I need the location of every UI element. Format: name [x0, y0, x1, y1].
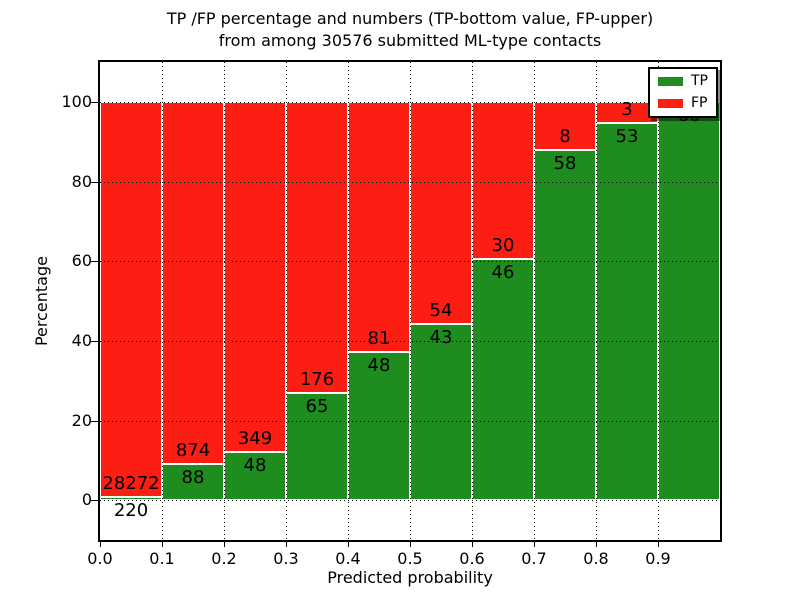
v-gridline — [472, 62, 473, 540]
x-tick — [348, 540, 349, 547]
bar-tp-segment — [162, 463, 224, 501]
x-tick — [596, 540, 597, 547]
x-tick-label: 0.0 — [87, 549, 113, 568]
x-tick-label: 0.5 — [397, 549, 423, 568]
x-tick-label: 0.6 — [459, 549, 485, 568]
x-tick — [162, 540, 163, 547]
fp-color-swatch — [658, 99, 683, 108]
tp-count-label: 65 — [305, 395, 329, 417]
y-tick-label: 40 — [71, 330, 92, 350]
x-tick — [224, 540, 225, 547]
y-axis-label: Percentage — [32, 256, 51, 347]
bar-fp-segment — [100, 101, 162, 498]
x-tick-label: 0.1 — [149, 549, 175, 568]
x-tick-label: 0.7 — [521, 549, 547, 568]
y-tick — [91, 261, 98, 263]
v-gridline — [224, 62, 225, 540]
x-tick — [410, 540, 411, 547]
y-tick — [91, 500, 98, 502]
v-gridline — [162, 62, 163, 540]
v-gridline — [348, 62, 349, 540]
legend-item-tp: TP — [658, 73, 708, 90]
bar-fp-segment — [410, 101, 472, 324]
bar-tp-segment — [534, 150, 596, 501]
fp-count-label: 3 — [621, 99, 633, 121]
y-tick-label: 20 — [71, 410, 92, 430]
x-tick-label: 0.2 — [211, 549, 237, 568]
v-gridline — [534, 62, 535, 540]
tp-count-label: 43 — [429, 326, 453, 348]
y-tick-label: 0 — [81, 490, 92, 510]
bar-tp-segment — [658, 101, 720, 501]
chart-title-line2: from among 30576 submitted ML-type conta… — [218, 31, 602, 51]
v-gridline — [286, 62, 287, 540]
fp-count-label: 81 — [367, 327, 391, 349]
bar-fp-segment — [224, 101, 286, 452]
y-tick-label: 100 — [61, 91, 92, 111]
tp-count-label: 48 — [243, 455, 267, 476]
x-tick — [100, 540, 101, 547]
y-tick-label: 80 — [71, 171, 92, 191]
tp-count-label: 58 — [553, 153, 577, 175]
tp-count-label: 88 — [181, 466, 205, 488]
chart-title: TP /FP percentage and numbers (TP-bottom… — [20, 8, 800, 53]
x-tick — [472, 540, 473, 547]
bar-fp-segment — [286, 101, 348, 393]
bar-fp-segment — [348, 101, 410, 352]
legend-item-fp: FP — [658, 95, 708, 112]
tp-count-label: 53 — [615, 126, 639, 148]
legend-label-fp: FP — [691, 95, 708, 111]
bar-tp-segment — [596, 123, 658, 501]
v-gridline — [410, 62, 411, 540]
x-tick — [286, 540, 287, 547]
y-tick — [91, 101, 98, 103]
v-gridline — [658, 62, 659, 540]
bar-tp-segment — [348, 351, 410, 501]
fp-count-label: 349 — [237, 428, 273, 449]
bar-tp-segment — [286, 392, 348, 501]
bar-tp-segment — [472, 259, 534, 501]
bar-tp-segment — [410, 323, 472, 501]
fp-count-label: 874 — [175, 439, 211, 461]
y-tick — [91, 340, 98, 342]
fp-count-label: 8 — [559, 126, 571, 148]
x-tick-label: 0.3 — [273, 549, 299, 568]
fp-count-label: 54 — [429, 299, 453, 321]
x-axis-label: Predicted probability — [327, 568, 493, 587]
fp-count-label: 176 — [299, 368, 335, 390]
legend-label-tp: TP — [691, 73, 708, 89]
tp-count-label: 220 — [113, 500, 149, 522]
bar-tp-segment — [100, 497, 162, 501]
fp-count-label: 28272 — [102, 473, 160, 495]
x-tick-label: 0.9 — [645, 549, 671, 568]
plot-area: Percentage Predicted probability TP FP 2… — [32, 60, 722, 587]
y-tick — [91, 181, 98, 183]
x-tick — [658, 540, 659, 547]
tp-color-swatch — [658, 77, 683, 86]
chart-title-line1: TP /FP percentage and numbers (TP-bottom… — [166, 9, 654, 28]
x-tick-label: 0.8 — [583, 549, 609, 568]
x-tick — [534, 540, 535, 547]
tp-count-label: 48 — [367, 354, 391, 376]
tp-count-label: 46 — [491, 262, 515, 284]
fp-count-label: 30 — [491, 235, 515, 257]
y-tick — [91, 420, 98, 422]
legend: TP FP — [648, 67, 718, 118]
y-tick-label: 60 — [71, 251, 92, 271]
x-tick-label: 0.4 — [335, 549, 361, 568]
bar-fp-segment — [162, 101, 224, 464]
v-gridline — [596, 62, 597, 540]
